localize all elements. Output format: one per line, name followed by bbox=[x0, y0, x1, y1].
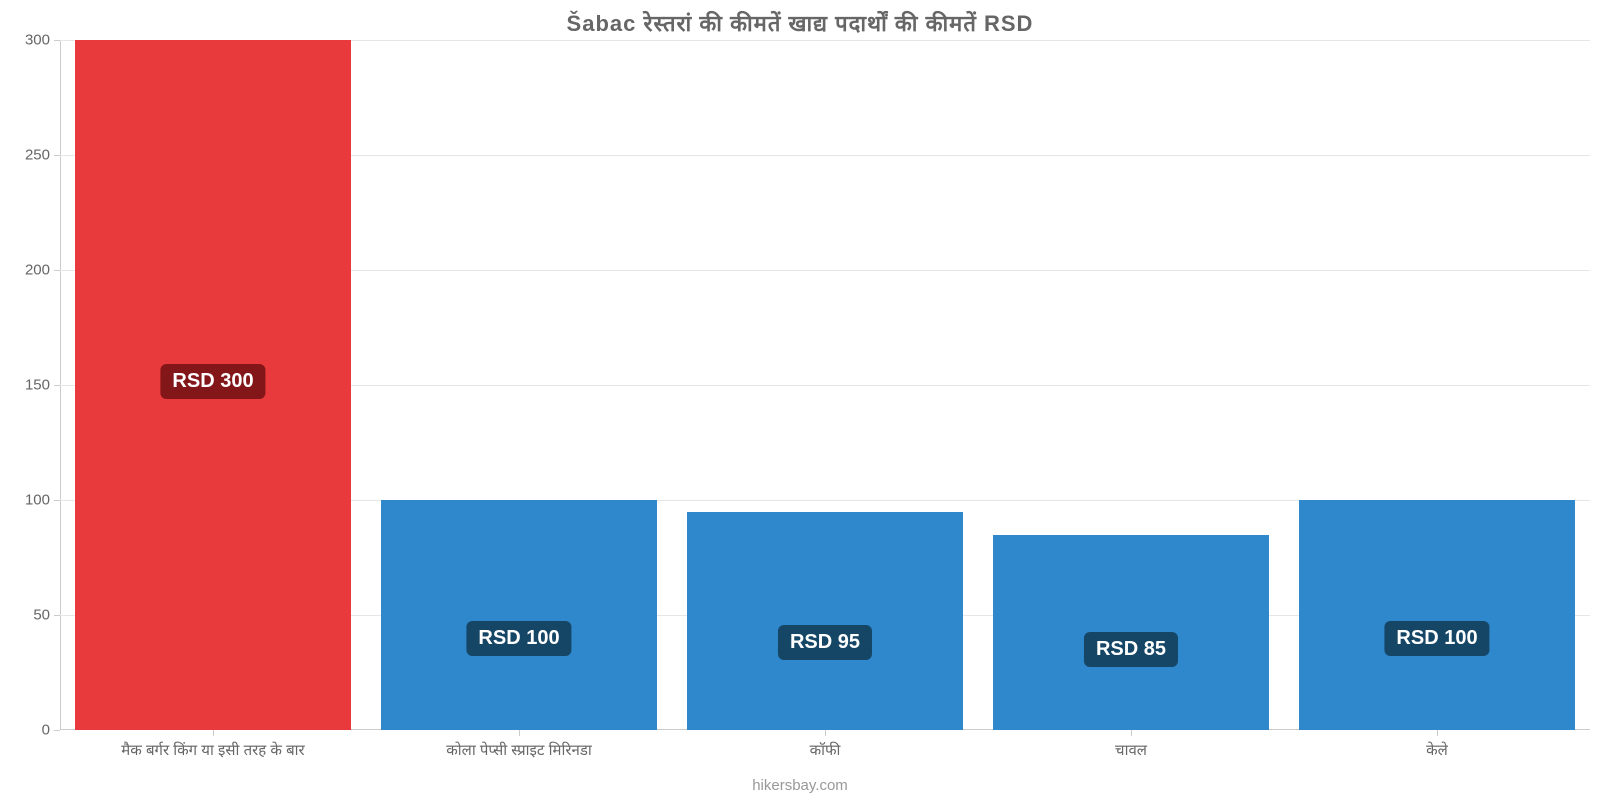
value-badge: RSD 85 bbox=[1084, 632, 1178, 667]
bar bbox=[687, 512, 962, 731]
xtick-mark bbox=[1437, 730, 1438, 736]
plot-area: RSD 300मैक बर्गर किंग या इसी तरह के बारR… bbox=[60, 40, 1590, 730]
bar-slot: RSD 85चावल bbox=[978, 40, 1284, 730]
bar-slot: RSD 100कोला पेप्सी स्प्राइट मिरिनडा bbox=[366, 40, 672, 730]
xtick-mark bbox=[1131, 730, 1132, 736]
watermark: hikersbay.com bbox=[0, 777, 1600, 794]
xtick-mark bbox=[825, 730, 826, 736]
bars-group: RSD 300मैक बर्गर किंग या इसी तरह के बारR… bbox=[60, 40, 1590, 730]
value-badge: RSD 300 bbox=[160, 364, 265, 399]
value-badge: RSD 95 bbox=[778, 625, 872, 660]
ytick-mark bbox=[54, 730, 60, 731]
chart-container: Šabac रेस्तरां की कीमतें खाद्य पदार्थों … bbox=[0, 0, 1600, 800]
xtick-mark bbox=[213, 730, 214, 736]
chart-title: Šabac रेस्तरां की कीमतें खाद्य पदार्थों … bbox=[0, 8, 1600, 38]
ytick-mark bbox=[54, 615, 60, 616]
bar bbox=[381, 500, 656, 730]
bar-slot: RSD 300मैक बर्गर किंग या इसी तरह के बार bbox=[60, 40, 366, 730]
value-badge: RSD 100 bbox=[466, 621, 571, 656]
ytick-mark bbox=[54, 155, 60, 156]
ytick-mark bbox=[54, 40, 60, 41]
bar bbox=[1299, 500, 1574, 730]
bar-slot: RSD 100केले bbox=[1284, 40, 1590, 730]
ytick-mark bbox=[54, 385, 60, 386]
bar-slot: RSD 95कॉफी bbox=[672, 40, 978, 730]
xtick-mark bbox=[519, 730, 520, 736]
ytick-mark bbox=[54, 270, 60, 271]
ytick-mark bbox=[54, 500, 60, 501]
value-badge: RSD 100 bbox=[1384, 621, 1489, 656]
